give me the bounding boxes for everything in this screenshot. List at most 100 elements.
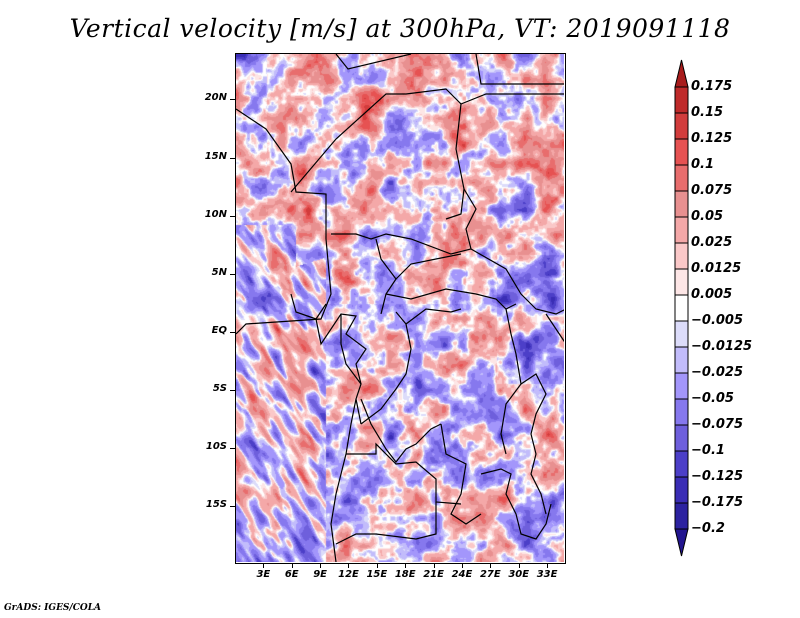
x-tick-label: 21E bbox=[423, 569, 444, 580]
map-plot-area bbox=[235, 53, 566, 564]
colorbar-level-label: 0.0125 bbox=[691, 261, 742, 276]
x-tick-mark bbox=[461, 564, 463, 568]
country-border-line bbox=[335, 54, 412, 70]
country-border-line bbox=[315, 313, 367, 385]
colorbar-level-label: −0.1 bbox=[691, 443, 725, 458]
country-borders bbox=[236, 54, 564, 562]
y-tick-mark bbox=[230, 505, 235, 507]
colorbar-swatch bbox=[674, 294, 689, 322]
colorbar-level-label: −0.05 bbox=[691, 391, 734, 406]
x-tick-label: 18E bbox=[394, 569, 416, 580]
country-border-line bbox=[335, 502, 437, 545]
country-border-line bbox=[520, 373, 547, 515]
colorbar-bottom-extension bbox=[674, 528, 689, 557]
country-border-line bbox=[475, 54, 564, 85]
country-border-line bbox=[340, 314, 362, 425]
y-tick-label: 5N bbox=[211, 266, 227, 278]
y-tick-label: 20N bbox=[204, 92, 227, 104]
x-tick-label: 30E bbox=[508, 569, 530, 580]
colorbar-swatch bbox=[674, 450, 689, 478]
colorbar-swatch bbox=[674, 216, 689, 244]
country-border-line bbox=[545, 313, 564, 343]
y-tick-mark bbox=[230, 157, 235, 159]
country-border-line bbox=[460, 93, 564, 105]
colorbar-swatch bbox=[674, 268, 689, 296]
x-tick-mark bbox=[263, 564, 265, 568]
country-border-line bbox=[290, 88, 465, 220]
x-tick-mark bbox=[547, 564, 549, 568]
colorbar-level-label: −0.025 bbox=[691, 365, 744, 380]
x-tick-label: 3E bbox=[256, 569, 271, 580]
colorbar-level-label: −0.075 bbox=[691, 417, 744, 432]
y-tick-label: 15N bbox=[204, 150, 227, 162]
x-tick-label: 24E bbox=[451, 569, 473, 580]
y-tick-mark bbox=[230, 447, 235, 449]
country-border-line bbox=[470, 248, 564, 315]
colorbar-level-label: −0.005 bbox=[691, 313, 744, 328]
colorbar-level-label: 0.05 bbox=[691, 209, 724, 224]
grads-credit: GrADS: IGES/COLA bbox=[4, 603, 102, 613]
y-tick-mark bbox=[230, 331, 235, 333]
y-tick-label: 15S bbox=[205, 498, 227, 510]
country-border-line bbox=[360, 398, 442, 463]
x-tick-label: 6E bbox=[284, 569, 299, 580]
y-tick-label: 10S bbox=[205, 440, 227, 452]
colorbar-swatch bbox=[674, 398, 689, 426]
country-border-line bbox=[346, 442, 462, 505]
y-tick-mark bbox=[230, 99, 235, 101]
colorbar-swatch bbox=[674, 346, 689, 374]
colorbar-swatch bbox=[674, 112, 689, 140]
y-tick-mark bbox=[230, 389, 235, 391]
country-border-line bbox=[395, 253, 462, 280]
colorbar-swatch bbox=[674, 86, 689, 114]
x-tick-mark bbox=[320, 564, 322, 568]
x-tick-label: 33E bbox=[536, 569, 558, 580]
x-tick-mark bbox=[490, 564, 492, 568]
x-tick-label: 12E bbox=[338, 569, 359, 580]
country-border-line bbox=[480, 468, 552, 540]
y-tick-label: EQ bbox=[211, 324, 227, 336]
x-tick-mark bbox=[518, 564, 520, 568]
colorbar-swatch bbox=[674, 476, 689, 504]
colorbar-level-label: 0.15 bbox=[691, 105, 724, 120]
country-border-line bbox=[405, 308, 462, 325]
colorbar-level-label: −0.2 bbox=[691, 521, 725, 536]
country-border-line bbox=[330, 398, 357, 562]
country-border-line bbox=[440, 423, 482, 525]
x-tick-label: 27E bbox=[479, 569, 501, 580]
colorbar-swatch bbox=[674, 138, 689, 166]
colorbar-swatch bbox=[674, 502, 689, 530]
colorbar-level-label: 0.025 bbox=[691, 235, 733, 250]
x-tick-mark bbox=[348, 564, 350, 568]
y-tick-mark bbox=[230, 273, 235, 275]
x-tick-label: 9E bbox=[313, 569, 327, 580]
colorbar-swatch bbox=[674, 242, 689, 270]
colorbar-swatch bbox=[674, 164, 689, 192]
colorbar-top-extension bbox=[674, 59, 689, 88]
country-border-line bbox=[290, 293, 327, 320]
colorbar-swatch bbox=[674, 320, 689, 348]
colorbar-level-label: −0.175 bbox=[691, 495, 744, 510]
x-tick-mark bbox=[376, 564, 378, 568]
colorbar-swatch bbox=[674, 372, 689, 400]
colorbar-level-label: 0.1 bbox=[691, 157, 715, 172]
x-tick-mark bbox=[433, 564, 435, 568]
colorbar-level-label: 0.175 bbox=[691, 79, 733, 94]
country-border-line bbox=[331, 188, 477, 255]
colorbar-level-label: 0.005 bbox=[691, 287, 733, 302]
country-border-line bbox=[236, 108, 332, 335]
colorbar-swatch bbox=[674, 424, 689, 452]
x-tick-mark bbox=[291, 564, 293, 568]
y-tick-mark bbox=[230, 215, 235, 217]
colorbar-level-label: −0.0125 bbox=[691, 339, 753, 354]
x-tick-label: 15E bbox=[366, 569, 388, 580]
colorbar-level-label: 0.075 bbox=[691, 183, 733, 198]
colorbar-level-label: 0.125 bbox=[691, 131, 733, 146]
chart-title: Vertical velocity [m/s] at 300hPa, VT: 2… bbox=[69, 14, 731, 43]
x-tick-mark bbox=[405, 564, 407, 568]
colorbar-level-label: −0.125 bbox=[691, 469, 744, 484]
y-tick-label: 5S bbox=[212, 382, 227, 394]
colorbar-swatch bbox=[674, 190, 689, 218]
y-tick-label: 10N bbox=[204, 208, 227, 220]
